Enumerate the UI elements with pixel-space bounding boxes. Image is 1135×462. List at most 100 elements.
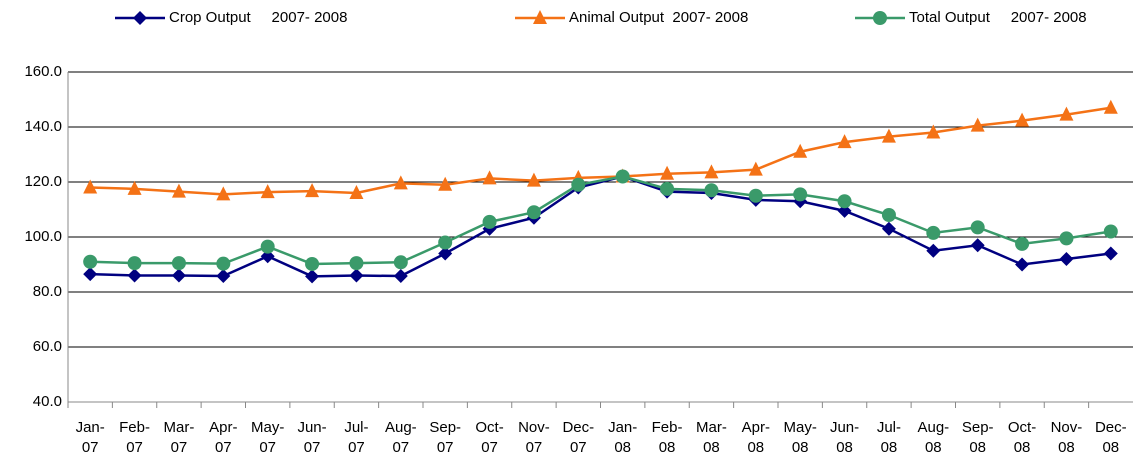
y-tick-label: 40.0 xyxy=(33,393,62,410)
marker xyxy=(83,179,98,194)
marker xyxy=(171,183,186,198)
x-tick-label: Feb-08 xyxy=(652,419,683,456)
marker xyxy=(216,256,231,271)
marker xyxy=(349,185,364,199)
marker xyxy=(349,268,364,283)
marker xyxy=(533,10,547,24)
marker xyxy=(526,172,541,187)
marker xyxy=(926,225,941,240)
marker xyxy=(393,269,408,284)
marker xyxy=(1059,106,1074,121)
marker xyxy=(216,269,231,284)
legend-label: Total Output 2007- 2008 xyxy=(909,9,1087,26)
marker xyxy=(704,183,719,198)
x-tick-label: Aug-08 xyxy=(917,419,949,456)
marker xyxy=(305,269,320,284)
marker xyxy=(881,128,896,143)
marker xyxy=(837,194,852,209)
x-tick-label: Jun-08 xyxy=(830,419,859,456)
marker xyxy=(438,176,453,191)
marker xyxy=(260,239,275,254)
x-tick-label: Jul-08 xyxy=(877,419,901,456)
x-tick-label: Sep-08 xyxy=(962,419,994,456)
marker xyxy=(127,256,142,271)
x-tick-label: May-08 xyxy=(784,419,817,456)
x-tick-label: Mar-07 xyxy=(164,419,195,456)
y-tick-label: 120.0 xyxy=(24,173,62,190)
x-tick-label: Nov-08 xyxy=(1051,419,1083,456)
marker xyxy=(926,243,941,258)
x-tick-label: Oct-07 xyxy=(475,419,503,456)
legend-label: Crop Output 2007- 2008 xyxy=(169,9,347,26)
marker xyxy=(305,183,320,198)
marker xyxy=(83,267,98,282)
marker xyxy=(704,164,719,179)
marker xyxy=(970,238,985,253)
marker xyxy=(171,256,186,271)
x-tick-label: Dec-08 xyxy=(1095,419,1127,456)
marker xyxy=(393,255,408,270)
marker xyxy=(171,268,186,283)
marker xyxy=(873,11,887,25)
marker xyxy=(1015,112,1030,127)
marker xyxy=(393,175,408,190)
y-tick-label: 160.0 xyxy=(24,63,62,80)
marker xyxy=(748,161,763,176)
marker xyxy=(660,165,675,180)
marker xyxy=(571,177,586,192)
marker xyxy=(482,170,497,185)
marker xyxy=(837,203,852,218)
x-tick-label: Jan-07 xyxy=(76,419,105,456)
marker xyxy=(1015,257,1030,272)
x-tick-label: Oct-08 xyxy=(1008,419,1036,456)
marker xyxy=(837,134,852,149)
series-line xyxy=(90,175,1112,266)
y-tick-label: 140.0 xyxy=(24,118,62,135)
marker xyxy=(615,169,630,184)
marker xyxy=(127,180,142,195)
marker xyxy=(1015,236,1030,251)
marker xyxy=(1103,99,1118,114)
series-line xyxy=(90,175,1111,278)
marker xyxy=(260,249,275,264)
marker xyxy=(1103,224,1118,239)
marker xyxy=(482,214,497,229)
marker xyxy=(793,187,808,202)
x-tick-label: Jan-08 xyxy=(608,419,637,456)
x-tick-label: May-07 xyxy=(251,419,284,456)
series-line xyxy=(90,106,1112,196)
marker xyxy=(83,254,98,269)
marker xyxy=(216,186,231,201)
marker xyxy=(1103,246,1118,261)
x-tick-label: Dec-07 xyxy=(562,419,594,456)
x-tick-label: Nov-07 xyxy=(518,419,550,456)
marker xyxy=(260,184,275,199)
marker xyxy=(881,221,896,236)
marker xyxy=(881,208,896,222)
marker xyxy=(438,235,453,250)
x-tick-label: Apr-07 xyxy=(209,419,237,456)
marker xyxy=(438,246,453,261)
marker xyxy=(133,11,147,25)
legend-label: Animal Output 2007- 2008 xyxy=(569,9,748,26)
marker xyxy=(926,124,941,139)
y-tick-label: 60.0 xyxy=(33,338,62,355)
marker xyxy=(305,256,320,271)
x-tick-label: Jun-07 xyxy=(297,419,326,456)
marker xyxy=(793,143,808,158)
marker xyxy=(748,188,763,203)
x-tick-label: Aug-07 xyxy=(385,419,417,456)
marker xyxy=(1059,231,1074,246)
y-tick-label: 100.0 xyxy=(24,228,62,245)
x-tick-label: Feb-07 xyxy=(119,419,150,456)
marker xyxy=(970,117,985,132)
x-tick-label: Sep-07 xyxy=(429,419,461,456)
x-tick-label: Jul-07 xyxy=(344,419,368,456)
marker xyxy=(526,205,541,220)
x-tick-label: Apr-08 xyxy=(742,419,770,456)
marker xyxy=(349,256,364,271)
marker xyxy=(127,268,142,283)
x-tick-label: Mar-08 xyxy=(696,419,727,456)
marker xyxy=(660,181,675,196)
